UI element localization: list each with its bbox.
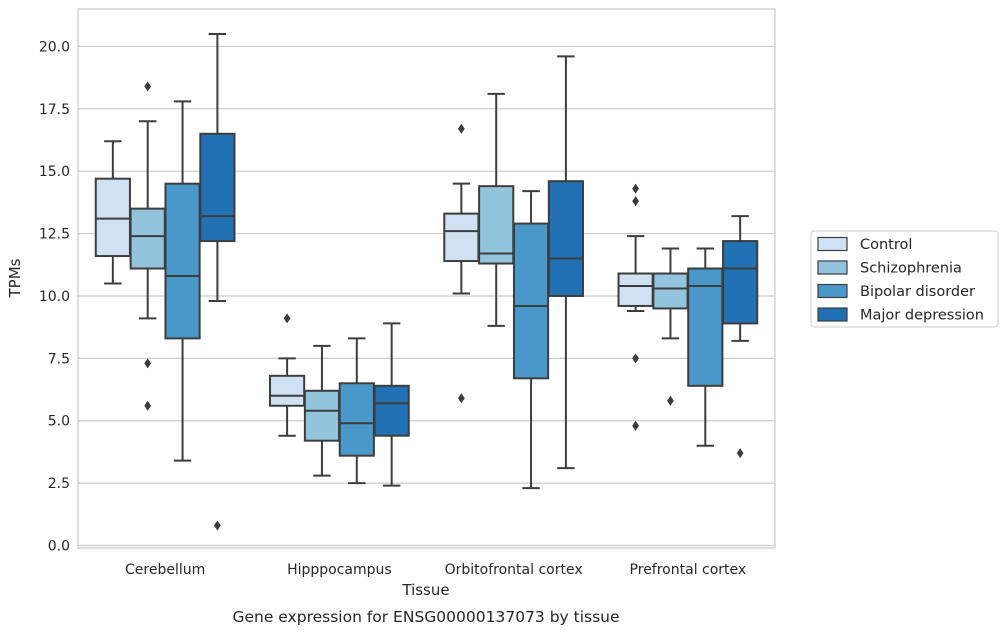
outlier-point	[283, 313, 291, 324]
box	[303, 344, 341, 477]
x-tick-label: Hipppocampus	[287, 562, 392, 578]
box	[129, 81, 166, 411]
y-tick-label: 2.5	[48, 476, 70, 492]
legend-label: Major depression	[860, 308, 984, 324]
box-series	[94, 32, 759, 531]
x-tick-label: Cerebellum	[125, 562, 205, 578]
box-body	[687, 267, 724, 387]
legend-label: Control	[860, 237, 912, 253]
y-axis-ticks: 0.0 2.5 5.0 7.5 10.0 12.5 15.0 17.5 20.0	[39, 39, 70, 554]
box	[687, 247, 724, 447]
box-body	[617, 272, 654, 307]
y-tick-label: 15.0	[39, 164, 70, 180]
box	[512, 190, 550, 490]
box-body	[164, 182, 201, 340]
outlier-point	[667, 395, 674, 406]
outlier-point	[632, 183, 639, 194]
outlier-point	[632, 196, 639, 207]
box-body	[269, 374, 306, 407]
box-body	[443, 212, 480, 263]
legend-swatch	[817, 236, 848, 252]
y-tick-label: 0.0	[48, 539, 70, 555]
outlier-point	[144, 358, 152, 369]
legend-swatch	[817, 283, 848, 299]
outlier-point	[214, 520, 221, 531]
box	[338, 337, 375, 485]
box-body	[303, 389, 341, 442]
outlier-point	[632, 353, 639, 364]
y-tick-label: 17.5	[39, 102, 70, 118]
y-tick-label: 10.0	[39, 289, 70, 305]
box-body	[94, 177, 131, 258]
x-tick-label: Prefrontal cortex	[630, 562, 747, 578]
y-axis-label: TPMs	[6, 258, 24, 298]
box	[199, 32, 236, 531]
outlier-point	[144, 400, 152, 411]
box-body	[722, 240, 759, 325]
x-tick-label: Orbitofrontal cortex	[445, 562, 583, 578]
box	[94, 140, 131, 285]
box	[547, 55, 584, 470]
outlier-point	[457, 393, 465, 404]
box	[722, 215, 759, 459]
box	[443, 123, 480, 404]
legend-swatch	[817, 307, 848, 322]
outlier-point	[632, 420, 639, 431]
legend-label: Bipolar disorder	[860, 284, 975, 300]
outlier-point	[736, 448, 744, 459]
series-major-depression	[199, 32, 759, 531]
series-schizophrenia	[129, 81, 689, 477]
box	[164, 100, 201, 462]
legend-frame	[810, 230, 999, 328]
box-body	[512, 222, 550, 380]
box-body	[478, 185, 515, 265]
box-body	[129, 207, 166, 270]
plot-area-frame	[77, 8, 776, 549]
outlier-point	[457, 123, 465, 134]
box-body	[338, 382, 375, 457]
series-bipolar-disorder	[164, 100, 724, 490]
outlier-point	[144, 81, 152, 92]
box-body	[373, 384, 410, 437]
x-axis-label: Tissue	[401, 581, 449, 599]
y-tick-label: 12.5	[39, 227, 70, 243]
x-axis-ticks: Cerebellum Hipppocampus Orbitofrontal cort…	[125, 562, 746, 578]
y-tick-label: 7.5	[48, 351, 70, 367]
box-body	[547, 180, 584, 297]
legend-label: Schizophrenia	[860, 261, 962, 277]
box	[373, 322, 410, 487]
legend-swatch	[817, 260, 848, 275]
y-tick-label: 5.0	[48, 414, 70, 430]
box	[269, 313, 306, 437]
box	[617, 183, 654, 431]
legend: Control Schizophrenia Bipolar disorder Majo…	[810, 230, 999, 328]
box-body	[652, 272, 689, 310]
box-body	[199, 132, 236, 243]
series-control	[94, 123, 654, 437]
grid-lines	[78, 45, 775, 547]
box	[478, 92, 515, 327]
y-tick-label: 20.0	[39, 39, 70, 55]
chart-caption: Gene expression for ENSG00000137073 by t…	[232, 608, 619, 626]
